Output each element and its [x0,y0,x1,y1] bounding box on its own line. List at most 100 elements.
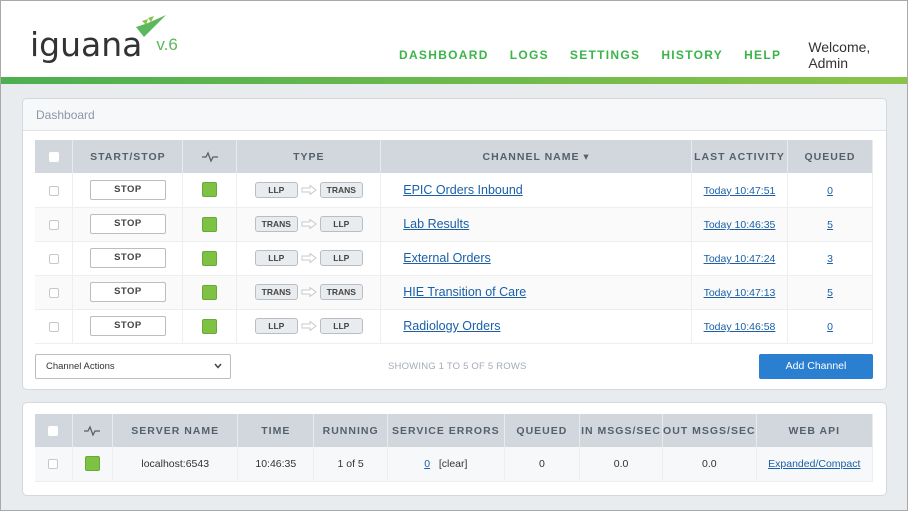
table-row: localhost:6543 10:46:35 1 of 5 0 [clear]… [35,447,874,482]
type-source: LLP [254,181,298,198]
col-out-msgs: OUT MSGS/SEC [662,414,757,447]
chevron-down-icon [214,363,222,369]
last-activity-link[interactable]: Today 10:47:24 [703,253,776,265]
queued-link[interactable]: 5 [827,219,833,231]
table-footer: Channel Actions SHOWING 1 TO 5 OF 5 ROWS… [35,354,873,380]
queued-link[interactable]: 5 [827,287,833,299]
last-activity-link[interactable]: Today 10:46:58 [703,321,776,333]
col-queued: QUEUED [504,414,581,447]
col-running: RUNNING [313,414,388,447]
stop-button[interactable]: STOP [89,248,166,268]
channel-name-link[interactable]: Lab Results [403,217,470,231]
type-source: TRANS [254,216,298,232]
leaf-icon [136,15,166,37]
pulse-icon [201,150,218,163]
channel-name-link[interactable]: EPIC Orders Inbound [403,182,523,197]
row-checkbox[interactable] [48,287,59,298]
row-checkbox[interactable] [48,185,59,196]
col-type: TYPE [236,140,382,173]
header-divider [1,77,907,84]
table-row: STOP LLP LLP Radiology Orders Today 10:46… [35,309,874,344]
type-source: LLP [254,250,298,266]
nav-settings[interactable]: SETTINGS [569,48,641,62]
out-msgs-value: 0.0 [662,447,757,482]
row-checkbox[interactable] [48,321,59,332]
stop-button[interactable]: STOP [89,282,166,302]
service-errors-cell: 0 [clear] [387,447,505,482]
server-time: 10:46:35 [237,447,315,482]
table-row: STOP TRANS LLP Lab Results Today 10:46:35… [35,207,874,242]
row-checkbox[interactable] [48,458,59,469]
stop-button[interactable]: STOP [89,179,166,200]
nav-dashboard[interactable]: DASHBOARD [399,48,489,62]
header: iguana v.6 DASHBOARD LOGS SETTINGS HISTO… [1,1,907,77]
col-queued[interactable]: QUEUED [787,140,874,173]
status-indicator [84,456,100,472]
clear-errors-link[interactable]: [clear] [438,457,468,470]
table-row: STOP TRANS TRANS HIE Transition of Care T… [35,275,874,310]
channel-actions-select[interactable]: Channel Actions [35,354,231,379]
type-destination: LLP [319,250,363,266]
table-row: STOP LLP TRANS EPIC Orders Inbound Today … [35,173,874,208]
server-name: localhost:6543 [112,447,239,482]
nav-help[interactable]: HELP [744,48,782,62]
table-row: STOP LLP LLP External Orders Today 10:47:… [35,241,874,276]
status-indicator [202,182,218,198]
table-header: START/STOP TYPE CHANNEL NAME ▾ LAST ACTI… [35,140,874,173]
pagination-info: SHOWING 1 TO 5 OF 5 ROWS [388,361,527,372]
select-all-checkbox[interactable] [48,425,59,436]
channel-actions-label: Channel Actions [46,361,115,372]
col-last-activity[interactable]: LAST ACTIVITY [691,140,788,173]
arrow-right-icon [301,184,317,195]
col-status [182,140,238,173]
select-all-checkbox[interactable] [48,151,59,162]
status-indicator [202,216,218,232]
row-checkbox[interactable] [48,219,59,230]
logo-text: iguana [30,25,143,64]
dashboard-panel: Dashboard START/STOP TYPE CHANNEL NAME ▾… [22,98,887,390]
type-destination: TRANS [319,181,363,198]
channel-name-link[interactable]: HIE Transition of Care [403,285,527,299]
table-header: SERVER NAME TIME RUNNING SERVICE ERRORS … [35,414,874,447]
last-activity-link[interactable]: Today 10:47:51 [703,184,776,197]
arrow-right-icon [301,321,317,331]
channel-name-link[interactable]: Radiology Orders [403,319,501,333]
queued-link[interactable]: 0 [827,321,833,333]
status-indicator [202,284,218,300]
iguana-logo[interactable]: iguana v.6 [30,15,178,64]
stop-button[interactable]: STOP [89,214,166,234]
type-destination: LLP [319,318,363,334]
status-indicator [202,250,218,266]
arrow-right-icon [301,219,317,229]
nav-logs[interactable]: LOGS [509,48,549,62]
type-source: LLP [254,318,298,334]
col-status [72,414,114,447]
pulse-icon [84,424,101,437]
channel-name-link[interactable]: External Orders [403,251,491,265]
status-indicator [202,318,218,334]
server-running: 1 of 5 [313,447,388,482]
type-destination: TRANS [319,284,363,300]
server-panel: SERVER NAME TIME RUNNING SERVICE ERRORS … [22,402,887,496]
last-activity-link[interactable]: Today 10:46:35 [703,219,776,231]
service-errors-link[interactable]: 0 [424,457,431,470]
row-checkbox[interactable] [48,253,59,264]
panel-title: Dashboard [23,99,886,131]
col-in-msgs: IN MSGS/SEC [579,414,664,447]
nav-history[interactable]: HISTORY [661,48,724,62]
add-channel-button[interactable]: Add Channel [759,354,873,379]
stop-button[interactable]: STOP [89,316,166,336]
col-start-stop: START/STOP [72,140,184,173]
type-source: TRANS [254,284,298,300]
col-time: TIME [237,414,315,447]
col-server-name: SERVER NAME [112,414,239,447]
web-api-link[interactable]: Expanded/Compact [768,457,861,470]
col-channel-name[interactable]: CHANNEL NAME ▾ [380,140,692,173]
col-web-api: WEB API [756,414,874,447]
type-destination: LLP [319,216,363,232]
version-label: v.6 [156,35,178,54]
queued-link[interactable]: 0 [827,184,833,197]
welcome-user[interactable]: Welcome, Admin [808,39,871,71]
last-activity-link[interactable]: Today 10:47:13 [703,287,776,299]
queued-link[interactable]: 3 [827,253,833,265]
